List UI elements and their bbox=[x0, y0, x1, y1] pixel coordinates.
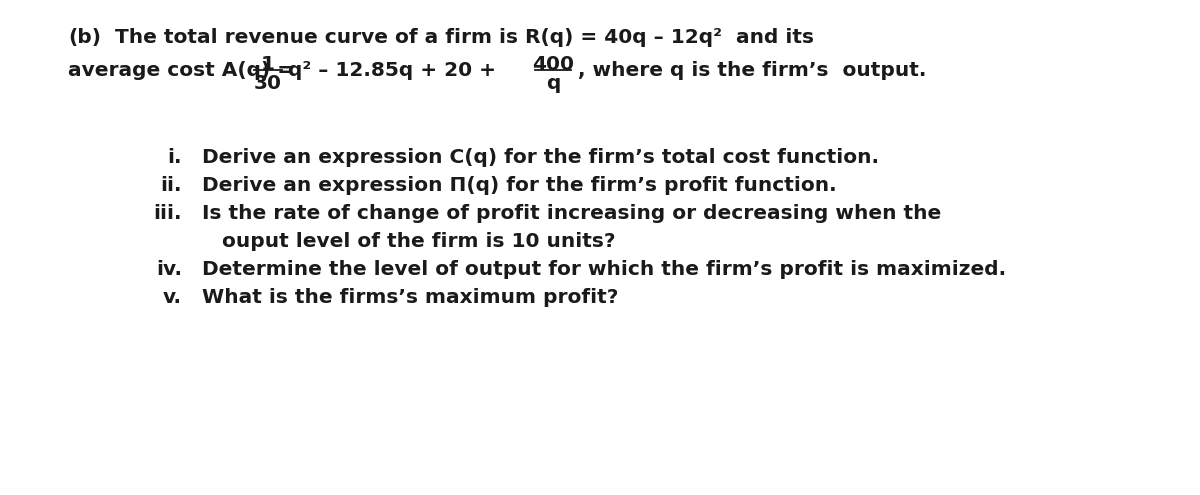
Text: Is the rate of change of profit increasing or decreasing when the: Is the rate of change of profit increasi… bbox=[202, 204, 941, 223]
Text: iv.: iv. bbox=[156, 260, 182, 279]
Text: (b): (b) bbox=[68, 28, 101, 47]
Text: ii.: ii. bbox=[161, 176, 182, 195]
Text: , where q is the firm’s  output.: , where q is the firm’s output. bbox=[578, 60, 926, 80]
Text: Determine the level of output for which the firm’s profit is maximized.: Determine the level of output for which … bbox=[202, 260, 1006, 279]
Text: 30: 30 bbox=[254, 74, 282, 93]
Text: ouput level of the firm is 10 units?: ouput level of the firm is 10 units? bbox=[222, 232, 616, 251]
Text: Derive an expression C(q) for the firm’s total cost function.: Derive an expression C(q) for the firm’s… bbox=[202, 148, 878, 167]
Text: What is the firms’s maximum profit?: What is the firms’s maximum profit? bbox=[202, 288, 618, 307]
Text: The total revenue curve of a firm is R(q) = 40q – 12q²  and its: The total revenue curve of a firm is R(q… bbox=[115, 28, 814, 47]
Text: v.: v. bbox=[163, 288, 182, 307]
Text: 1: 1 bbox=[262, 55, 275, 74]
Text: i.: i. bbox=[168, 148, 182, 167]
Text: average cost A(q) =: average cost A(q) = bbox=[68, 60, 301, 80]
Text: q² – 12.85q + 20 +: q² – 12.85q + 20 + bbox=[288, 60, 503, 80]
Text: q: q bbox=[546, 74, 560, 93]
Text: iii.: iii. bbox=[154, 204, 182, 223]
Text: 400: 400 bbox=[532, 55, 574, 74]
Text: Derive an expression Π(q) for the firm’s profit function.: Derive an expression Π(q) for the firm’s… bbox=[202, 176, 836, 195]
